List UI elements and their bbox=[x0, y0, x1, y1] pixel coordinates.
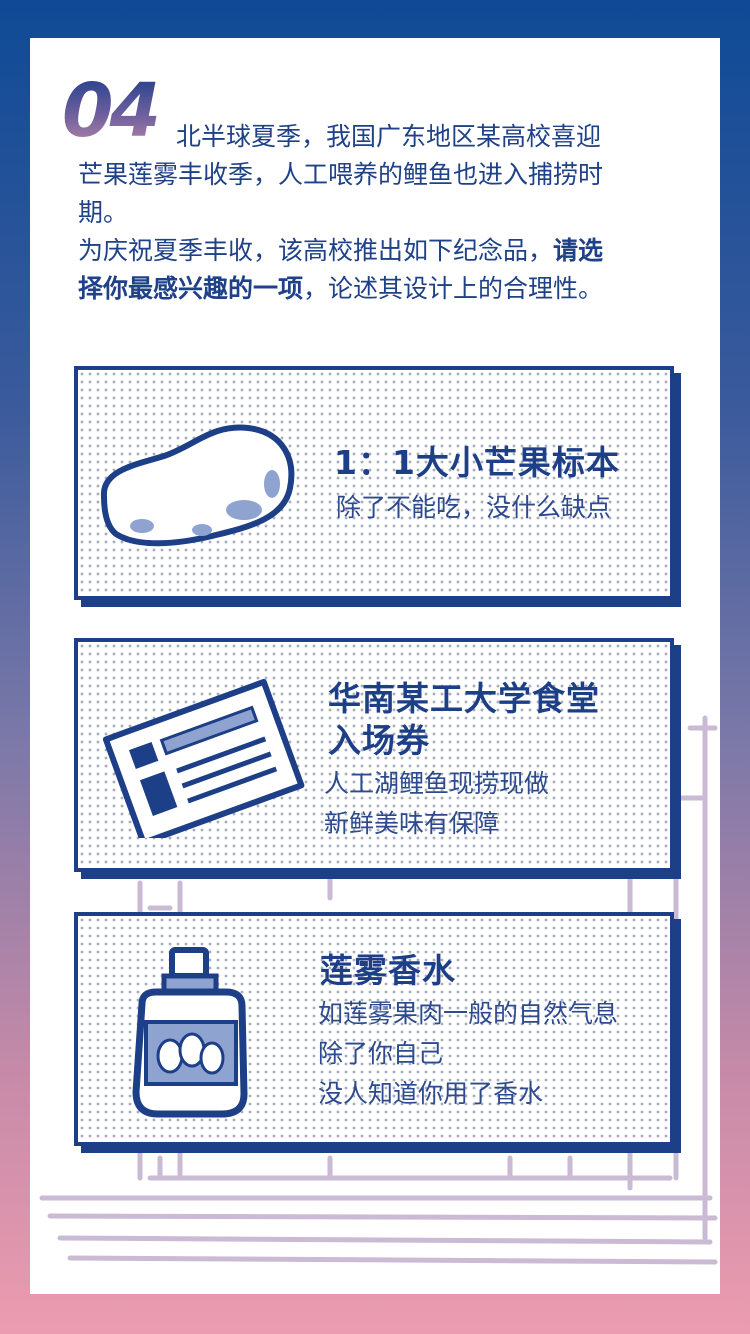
option-desc-line: 除了不能吃，没什么缺点 bbox=[336, 493, 612, 522]
question-line-3: 期。 bbox=[78, 198, 129, 227]
option-desc-line: 人工湖鲤鱼现捞现做 bbox=[324, 769, 550, 798]
question-line-2: 芒果莲雾丰收季，人工喂养的鲤鱼也进入捕捞时 bbox=[78, 160, 604, 189]
option-title: 莲雾香水 bbox=[320, 951, 456, 990]
question-text: 北半球夏季，我国广东地区某高校喜迎 芒果莲雾丰收季，人工喂养的鲤鱼也进入捕捞时 … bbox=[78, 118, 678, 308]
question-line-1: 北半球夏季，我国广东地区某高校喜迎 bbox=[176, 122, 602, 151]
option-description: 如莲雾果肉一般的自然气息 除了你自己 没人知道你用了香水 bbox=[318, 994, 618, 1114]
mango-icon bbox=[101, 424, 295, 547]
question-number: 04 bbox=[62, 68, 161, 154]
question-emphasis-1: 请选 bbox=[553, 236, 604, 265]
question-emphasis-2: 择你最感兴趣的一项 bbox=[78, 274, 304, 303]
option-card-mango[interactable]: 1：1大小芒果标本 除了不能吃，没什么缺点 bbox=[74, 366, 674, 600]
option-desc-line: 没人知道你用了香水 bbox=[318, 1079, 544, 1108]
option-desc-line: 除了你自己 bbox=[318, 1039, 444, 1068]
option-title: 1：1大小芒果标本 bbox=[334, 443, 620, 482]
option-desc-line: 如莲雾果肉一般的自然气息 bbox=[318, 999, 619, 1028]
option-title: 华南某工大学食堂 入场券 bbox=[328, 678, 600, 762]
question-line-5: ，论述其设计上的合理性。 bbox=[303, 274, 604, 303]
option-title-line: 华南某工大学食堂 bbox=[328, 679, 600, 718]
perfume-bottle-icon bbox=[132, 947, 248, 1118]
option-title-line: 入场券 bbox=[328, 721, 430, 760]
option-card-perfume[interactable]: 莲雾香水 如莲雾果肉一般的自然气息 除了你自己 没人知道你用了香水 bbox=[74, 912, 674, 1146]
content-card: 04 北半球夏季，我国广东地区某高校喜迎 芒果莲雾丰收季，人工喂养的鲤鱼也进入捕… bbox=[30, 38, 720, 1294]
option-description: 人工湖鲤鱼现捞现做 新鲜美味有保障 bbox=[324, 764, 549, 844]
option-description: 除了不能吃，没什么缺点 bbox=[336, 488, 611, 528]
ticket-icon bbox=[102, 678, 305, 838]
option-card-canteen-ticket[interactable]: 华南某工大学食堂 入场券 人工湖鲤鱼现捞现做 新鲜美味有保障 bbox=[74, 638, 674, 872]
option-desc-line: 新鲜美味有保障 bbox=[324, 809, 500, 838]
question-line-4: 为庆祝夏季丰收，该高校推出如下纪念品， bbox=[78, 236, 554, 265]
